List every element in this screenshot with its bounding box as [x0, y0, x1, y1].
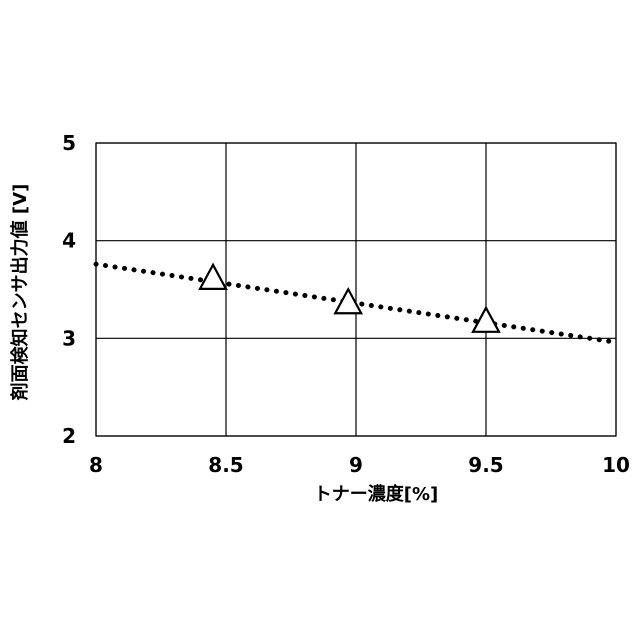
x-tick-label: 8 — [89, 453, 103, 477]
y-tick-label: 5 — [62, 131, 76, 155]
x-tick-label: 9 — [349, 453, 363, 477]
x-tick-label: 8.5 — [208, 453, 243, 477]
x-tick-label: 10 — [602, 453, 630, 477]
triangle-marker — [335, 289, 361, 313]
x-axis-title: トナー濃度[%] — [314, 483, 439, 505]
y-tick-label: 2 — [62, 424, 76, 448]
y-tick-label: 3 — [62, 326, 76, 350]
y-axis-title: 剤面検知センサ出力値 [V] — [9, 184, 31, 402]
marker-layer — [200, 265, 499, 332]
grid-layer — [96, 143, 616, 436]
triangle-marker — [200, 265, 226, 289]
y-tick-label: 4 — [62, 229, 76, 253]
x-tick-label: 9.5 — [468, 453, 503, 477]
